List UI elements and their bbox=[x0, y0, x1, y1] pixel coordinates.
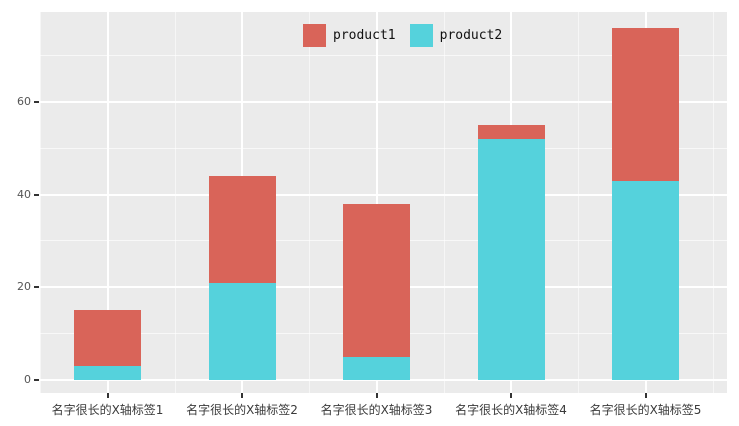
x-tick-label-4: 名字很长的X轴标签4 bbox=[455, 403, 567, 417]
x-tick-mark-5 bbox=[644, 393, 647, 398]
legend-swatch-product1 bbox=[303, 24, 326, 47]
gridline-minor-x5 bbox=[712, 12, 714, 393]
gridline-major-x0 bbox=[106, 12, 109, 393]
y-tick-mark-40 bbox=[34, 193, 39, 196]
gridline-major-y60 bbox=[40, 100, 727, 103]
gridline-minor-x4 bbox=[578, 12, 580, 393]
x-tick-mark-2 bbox=[241, 393, 243, 398]
y-tick-label-40: 40 bbox=[17, 187, 31, 201]
legend: product1 product2 bbox=[303, 24, 502, 47]
bar-1-product2 bbox=[74, 366, 141, 380]
gridline-minor-x1 bbox=[174, 12, 176, 393]
gridline-minor-x0 bbox=[40, 12, 42, 393]
gridline-minor-y70 bbox=[40, 55, 727, 57]
gridline-major-y0 bbox=[40, 379, 727, 381]
bar-2-product2 bbox=[208, 282, 276, 380]
plot-panel bbox=[40, 12, 727, 393]
y-tick-label-20: 20 bbox=[17, 280, 31, 294]
bar-3-product2 bbox=[343, 356, 410, 380]
x-tick-mark-4 bbox=[510, 393, 512, 398]
y-tick-label-0: 0 bbox=[24, 373, 31, 386]
x-tick-label-3: 名字很长的X轴标签3 bbox=[320, 403, 433, 417]
bar-5-product2 bbox=[612, 180, 679, 380]
legend-item-product2: product2 bbox=[409, 24, 503, 47]
bar-2-product1 bbox=[208, 176, 276, 283]
x-tick-label-2: 名字很长的X轴标签2 bbox=[186, 403, 298, 417]
x-tick-mark-3 bbox=[375, 393, 378, 398]
bar-5-product1 bbox=[612, 27, 679, 181]
gridline-minor-x3 bbox=[443, 12, 445, 393]
gridline-major-y40 bbox=[40, 193, 727, 196]
legend-item-product1: product1 bbox=[303, 24, 396, 47]
gridline-major-x2 bbox=[375, 12, 378, 393]
bar-4-product1 bbox=[477, 125, 545, 140]
y-tick-mark-60 bbox=[34, 100, 39, 103]
x-tick-label-1: 名字很长的X轴标签1 bbox=[51, 403, 164, 417]
legend-label-product1: product1 bbox=[333, 28, 396, 43]
y-tick-mark-0 bbox=[34, 379, 39, 381]
x-tick-mark-1 bbox=[106, 393, 109, 398]
y-tick-mark-20 bbox=[34, 286, 39, 289]
x-tick-label-5: 名字很长的X轴标签5 bbox=[589, 403, 702, 417]
y-tick-label-60: 60 bbox=[17, 94, 31, 108]
legend-label-product2: product2 bbox=[439, 28, 503, 43]
gridline-minor-x2 bbox=[309, 12, 311, 393]
bar-3-product1 bbox=[343, 203, 410, 357]
legend-swatch-product2 bbox=[409, 24, 433, 47]
bar-4-product2 bbox=[477, 139, 545, 380]
gridline-minor-y50 bbox=[40, 147, 727, 149]
bar-1-product1 bbox=[74, 310, 141, 367]
